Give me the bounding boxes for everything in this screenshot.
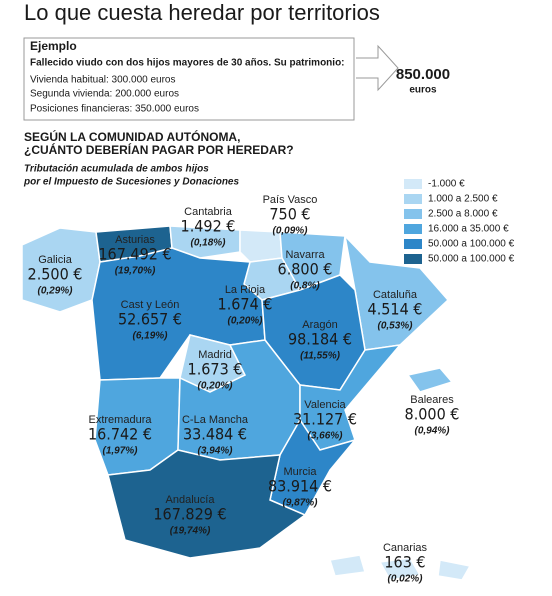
- region-name: C-La Mancha: [182, 414, 249, 426]
- legend-swatch: [404, 254, 422, 264]
- region-share: (0,20%): [227, 316, 263, 327]
- region-name: Galicia: [38, 254, 73, 266]
- region-share: (6,19%): [132, 331, 168, 342]
- region-amount: 8.000 €: [405, 405, 460, 424]
- region-amount: 167.492 €: [98, 245, 171, 264]
- region-name: Baleares: [410, 394, 454, 406]
- canarias: [378, 557, 422, 581]
- legend-label: 16.000 a 35.000 €: [428, 224, 509, 235]
- canarias: [437, 559, 472, 581]
- region-share: (11,55%): [300, 351, 341, 362]
- region-share: (0,53%): [377, 321, 413, 332]
- legend-label: 2.500 a 8.000 €: [428, 209, 498, 220]
- legend-swatch: [404, 209, 422, 219]
- region-name: La Rioja: [225, 284, 266, 296]
- region-name: Asturias: [115, 234, 155, 246]
- region-name: País Vasco: [263, 194, 318, 206]
- arrow: [356, 44, 399, 92]
- region-amount: 1.673 €: [188, 360, 243, 379]
- legend-label: 50.000 a 100.000 €: [428, 239, 515, 250]
- subtitle: SEGÚN LA COMUNIDAD AUTÓNOMA,: [24, 129, 240, 144]
- legend: -1.000 € 1.000 a 2.500 € 2.500 a 8.000 € 16…: [404, 179, 515, 265]
- region-share: (0,18%): [190, 238, 226, 249]
- region-share: (0,20%): [197, 381, 233, 392]
- example-total-unit: euros: [409, 85, 437, 96]
- legend-label: -1.000 €: [428, 179, 465, 190]
- subtitle: ¿CUÁNTO DEBERÍAN PAGAR POR HEREDAR?: [24, 142, 294, 157]
- region-amount: 52.657 €: [118, 310, 182, 329]
- example-line: Segunda vivienda: 200.000 euros: [30, 89, 179, 100]
- note: Tributación acumulada de ambos hijos: [24, 164, 209, 175]
- region-amount: 6.800 €: [278, 260, 333, 279]
- region-share: (0,8%): [290, 281, 320, 292]
- region-name: Madrid: [198, 349, 232, 361]
- region-amount: 750 €: [269, 205, 310, 224]
- region-name: Aragón: [302, 319, 337, 331]
- region-amount: 4.514 €: [368, 300, 423, 319]
- region-name: Navarra: [285, 249, 325, 261]
- canarias: [329, 554, 366, 577]
- region-name: Cataluña: [373, 289, 418, 301]
- region-amount: 33.484 €: [183, 425, 247, 444]
- legend-label: 50.000 a 100.000 €: [428, 254, 515, 265]
- region-share: (0,02%): [387, 574, 423, 585]
- example-total: 850.000: [396, 66, 450, 83]
- region-amount: 2.500 €: [28, 265, 83, 284]
- cantabria: [169, 225, 241, 259]
- map: [21, 225, 472, 581]
- region-share: (0,09%): [272, 226, 308, 237]
- example-box: [23, 37, 355, 121]
- legend-swatch: [404, 179, 422, 189]
- region-name: Andalucía: [166, 494, 216, 506]
- region-amount: 98.184 €: [288, 330, 352, 349]
- title: Lo que cuesta heredar por territorios: [24, 0, 380, 25]
- baleares: [406, 367, 454, 393]
- region-share: (9,87%): [282, 498, 318, 509]
- region-share: (0,94%): [414, 426, 450, 437]
- region-share: (3,66%): [307, 431, 343, 442]
- region-amount: 83.914 €: [268, 477, 332, 496]
- region-amount: 163 €: [384, 553, 425, 572]
- region-share: (3,94%): [197, 446, 233, 457]
- legend-swatch: [404, 239, 422, 249]
- region-name: Extremadura: [89, 414, 153, 426]
- example-line: Vivienda habitual: 300.000 euros: [30, 75, 175, 86]
- region-share: (1,97%): [102, 446, 138, 457]
- region-name: Cantabria: [184, 206, 233, 218]
- region-name: Canarias: [383, 542, 428, 554]
- region-amount: 31.127 €: [293, 410, 357, 429]
- region-name: Cast y León: [121, 299, 180, 311]
- legend-label: 1.000 a 2.500 €: [428, 194, 498, 205]
- region-amount: 16.742 €: [88, 425, 152, 444]
- region-amount: 167.829 €: [153, 505, 226, 524]
- example-line: Posiciones financieras: 350.000 euros: [30, 104, 199, 115]
- region-share: (19,70%): [115, 266, 156, 277]
- andalucia: [107, 449, 307, 559]
- legend-swatch: [404, 194, 422, 204]
- example-line: Fallecido viudo con dos hijos mayores de…: [30, 58, 345, 69]
- region-share: (0,29%): [37, 286, 73, 297]
- region-name: Valencia: [304, 399, 346, 411]
- region-amount: 1.492 €: [181, 217, 236, 236]
- region-name: Murcia: [283, 466, 317, 478]
- legend-swatch: [404, 224, 422, 234]
- region-amount: 1.674 €: [218, 295, 273, 314]
- region-share: (19,74%): [170, 526, 211, 537]
- note: por el Impuesto de Sucesiones y Donacion…: [23, 177, 239, 188]
- example-heading: Ejemplo: [30, 39, 77, 53]
